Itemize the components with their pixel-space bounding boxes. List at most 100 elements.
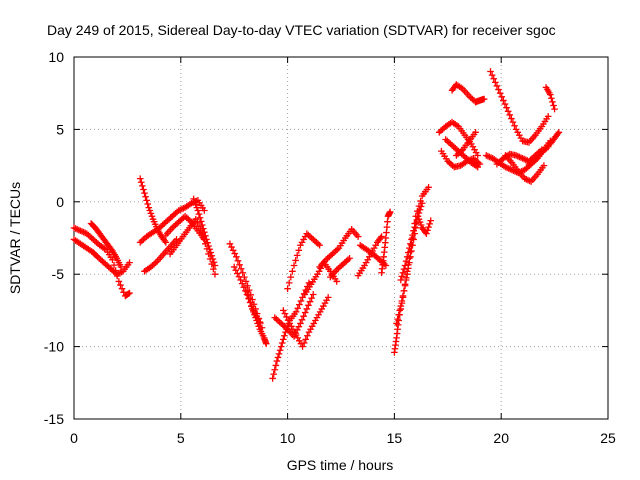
data-point	[247, 302, 255, 310]
data-point	[316, 241, 323, 249]
data-point	[136, 175, 144, 182]
series-arc-12	[243, 288, 270, 348]
data-point	[141, 189, 148, 197]
x-tick-label: 10	[280, 430, 296, 446]
data-point	[406, 244, 413, 252]
series-arc-35	[525, 143, 552, 168]
data-point	[194, 207, 202, 214]
data-point	[244, 291, 252, 299]
data-point	[210, 265, 217, 273]
data-point	[140, 186, 147, 193]
data-point	[240, 283, 248, 291]
data-point	[548, 94, 555, 102]
data-point	[299, 343, 306, 350]
data-point	[126, 259, 133, 266]
data-point	[211, 270, 219, 278]
data-point	[146, 207, 154, 214]
data-point	[410, 227, 417, 235]
data-point	[292, 308, 300, 316]
data-point	[408, 236, 415, 243]
x-tick-label: 20	[493, 430, 509, 446]
data-point	[195, 210, 203, 218]
data-point	[290, 262, 298, 269]
series-arc-37	[547, 128, 563, 148]
data-point	[233, 253, 240, 261]
data-point	[403, 270, 411, 278]
data-point	[346, 254, 353, 262]
data-point	[285, 279, 293, 287]
y-tick-label: 0	[56, 194, 64, 210]
chart-title: Day 249 of 2015, Sidereal Day-to-day VTE…	[47, 22, 556, 38]
data-point	[324, 294, 332, 301]
y-tick-label: 10	[48, 49, 64, 65]
data-point	[243, 288, 251, 295]
x-tick-label: 25	[600, 430, 616, 446]
data-point	[226, 240, 234, 248]
data-point	[511, 122, 518, 130]
y-axis-label: SDTVAR / TECUs	[7, 182, 23, 294]
data-point	[269, 375, 276, 382]
data-point	[426, 220, 433, 228]
data-point	[503, 104, 510, 111]
data-point	[293, 252, 301, 259]
series-arc-16	[284, 230, 323, 292]
data-point	[400, 265, 408, 273]
series-arc-09	[190, 195, 219, 269]
data-point	[493, 82, 501, 90]
data-point	[403, 253, 411, 261]
data-point	[487, 68, 494, 75]
data-point	[506, 111, 514, 119]
data-point	[281, 332, 288, 340]
data-point	[196, 214, 204, 222]
data-point	[238, 280, 246, 287]
data-point	[305, 302, 312, 309]
y-tick-label: -5	[52, 266, 65, 282]
data-point	[144, 200, 151, 208]
data-point	[251, 311, 258, 319]
data-point	[394, 315, 401, 323]
data-point	[283, 313, 290, 321]
data-point	[393, 320, 400, 327]
series-arc-10	[226, 240, 266, 332]
data-point	[162, 239, 170, 246]
data-point	[207, 249, 215, 256]
data-point	[118, 285, 126, 292]
data-point	[198, 221, 206, 229]
data-point	[270, 370, 278, 378]
data-point	[551, 105, 558, 113]
data-point	[125, 290, 132, 298]
data-point	[145, 204, 153, 211]
data-point	[303, 305, 311, 313]
data-point	[300, 339, 308, 347]
data-point	[209, 255, 217, 263]
data-point	[208, 252, 216, 260]
data-point	[404, 265, 412, 272]
data-point	[417, 203, 425, 210]
data-point	[147, 210, 155, 217]
data-point	[398, 273, 406, 280]
data-point	[415, 209, 423, 217]
data-point	[236, 261, 243, 269]
series-arc-32	[487, 68, 552, 146]
data-point	[427, 217, 435, 224]
data-point	[142, 193, 149, 201]
y-tick-label: -15	[44, 411, 64, 427]
data-point	[200, 228, 208, 236]
data-point	[200, 207, 208, 214]
series-arc-34	[502, 152, 548, 185]
data-point	[423, 230, 430, 237]
data-point	[297, 297, 305, 305]
data-point	[402, 257, 410, 265]
data-point	[418, 199, 426, 207]
data-point	[501, 100, 509, 108]
data-point	[192, 201, 200, 208]
data-point	[407, 240, 414, 248]
data-point	[239, 269, 247, 277]
data-point	[115, 278, 123, 285]
data-point	[117, 281, 124, 289]
data-point	[509, 118, 517, 126]
data-point	[202, 232, 209, 240]
data-point	[206, 245, 213, 253]
data-point	[148, 212, 156, 220]
